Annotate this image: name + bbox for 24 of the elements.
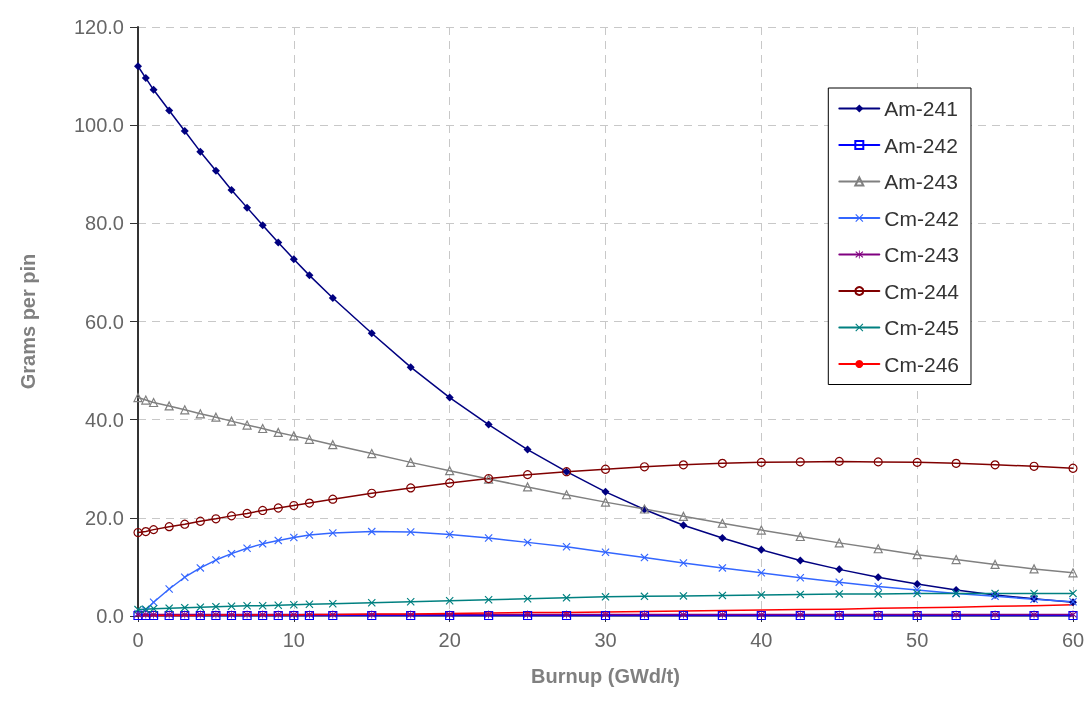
y-tick-label: 60.0 <box>85 310 124 333</box>
y-tick-label: 0.0 <box>96 605 124 627</box>
legend-label: Am-242 <box>884 133 958 157</box>
y-tick-label: 100.0 <box>73 114 124 137</box>
x-tick-label: 60 <box>1061 629 1085 651</box>
y-tick-label: 80.0 <box>85 212 124 235</box>
x-tick-label: 30 <box>594 629 617 651</box>
legend-label: Cm-246 <box>884 352 960 376</box>
y-tick-label: 20.0 <box>85 506 124 529</box>
x-axis-title: Burnup (GWd/t) <box>531 665 680 687</box>
y-tick-label: 120.0 <box>73 16 124 38</box>
x-tick-label: 10 <box>282 629 305 651</box>
x-tick-label: 50 <box>906 629 929 651</box>
legend-label: Cm-244 <box>884 279 960 303</box>
legend-label: Am-241 <box>884 97 958 120</box>
legend-label: Cm-245 <box>884 316 960 339</box>
x-tick-label: 20 <box>438 629 461 651</box>
legend-label: Cm-243 <box>884 243 960 266</box>
y-axis-title: Grams per pin <box>17 253 39 390</box>
x-tick-label: 0 <box>132 629 144 651</box>
legend-label: Cm-242 <box>884 206 960 230</box>
x-tick-label: 40 <box>750 629 773 651</box>
legend-label: Am-243 <box>884 170 958 193</box>
y-tick-label: 40.0 <box>85 408 124 431</box>
